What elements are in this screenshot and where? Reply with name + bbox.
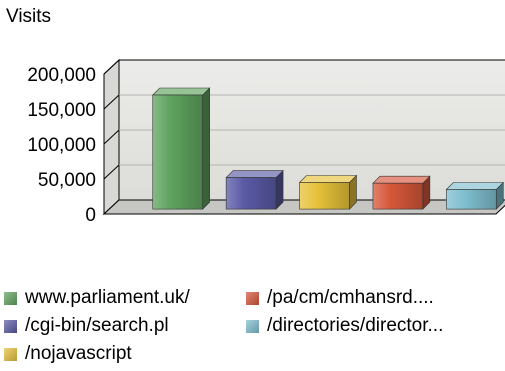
legend-label: /directories/director...: [267, 315, 444, 336]
bar-3: [372, 175, 431, 210]
bar-1: [225, 169, 284, 210]
y-axis-ticks: 200,000 150,000 100,000 50,000 0: [27, 65, 96, 226]
legend-item: /pa/cm/cmhansrd....: [246, 285, 434, 311]
legend-swatch: [4, 347, 17, 361]
legend-label: /pa/cm/cmhansrd....: [267, 287, 434, 308]
y-tick-label: 200,000: [27, 65, 96, 86]
legend-swatch: [246, 291, 259, 305]
legend-item: /cgi-bin/search.pl: [4, 313, 169, 339]
legend-swatch: [4, 291, 17, 305]
bar-2: [298, 174, 358, 210]
bars: [152, 87, 504, 210]
axis-tick-mark: [103, 164, 120, 180]
axis-tick-mark: [103, 129, 120, 145]
legend-swatch: [246, 319, 259, 333]
legend-label: /cgi-bin/search.pl: [25, 315, 169, 336]
y-axis-title: Visits: [6, 6, 51, 27]
y-tick-label: 150,000: [27, 100, 96, 121]
legend-item: /directories/director...: [246, 313, 443, 339]
legend-swatch: [4, 319, 17, 333]
y-tick-label: 50,000: [38, 170, 96, 191]
legend-label: www.parliament.uk/: [25, 287, 190, 308]
y-tick-label: 100,000: [27, 135, 96, 156]
bar-chart: Visits 200,000 150,000 100,000 50,000 0: [6, 6, 505, 226]
axis-tick-mark: [103, 59, 120, 75]
bar-4: [445, 181, 504, 210]
bar-0: [152, 87, 211, 210]
legend-item: www.parliament.uk/: [4, 285, 190, 311]
legend-item: /nojavascript: [4, 341, 132, 367]
y-tick-label: 0: [85, 205, 96, 226]
axis-tick-mark: [103, 94, 120, 110]
legend-label: /nojavascript: [25, 343, 132, 364]
